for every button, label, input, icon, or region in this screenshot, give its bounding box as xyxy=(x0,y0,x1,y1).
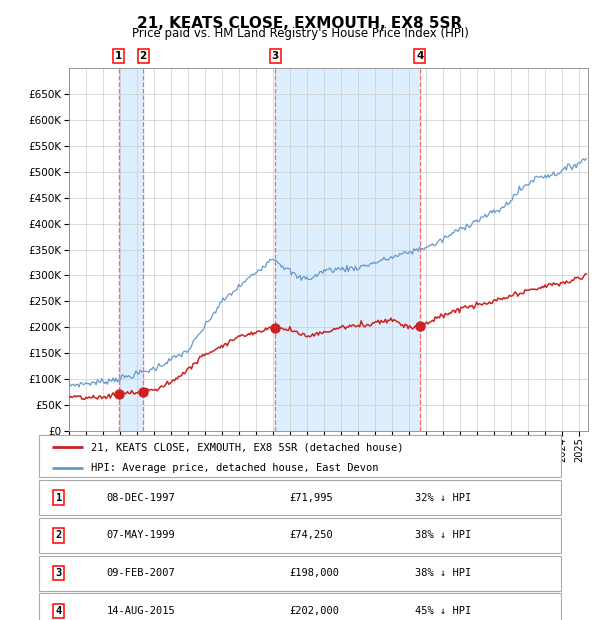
Text: 2: 2 xyxy=(139,51,146,61)
Text: 45% ↓ HPI: 45% ↓ HPI xyxy=(415,606,471,616)
Text: 38% ↓ HPI: 38% ↓ HPI xyxy=(415,568,471,578)
Text: 1: 1 xyxy=(56,492,62,503)
FancyBboxPatch shape xyxy=(39,435,561,477)
Text: £74,250: £74,250 xyxy=(290,530,334,541)
Text: Price paid vs. HM Land Registry's House Price Index (HPI): Price paid vs. HM Land Registry's House … xyxy=(131,27,469,40)
Text: 09-FEB-2007: 09-FEB-2007 xyxy=(107,568,176,578)
FancyBboxPatch shape xyxy=(39,593,561,620)
Text: 32% ↓ HPI: 32% ↓ HPI xyxy=(415,492,471,503)
Text: £71,995: £71,995 xyxy=(290,492,334,503)
Text: 4: 4 xyxy=(416,51,424,61)
Bar xyxy=(275,68,420,431)
Text: 3: 3 xyxy=(271,51,278,61)
Text: 14-AUG-2015: 14-AUG-2015 xyxy=(107,606,176,616)
FancyBboxPatch shape xyxy=(39,480,561,515)
Text: 08-DEC-1997: 08-DEC-1997 xyxy=(107,492,176,503)
Text: HPI: Average price, detached house, East Devon: HPI: Average price, detached house, East… xyxy=(91,463,379,473)
FancyBboxPatch shape xyxy=(39,556,561,591)
Text: 2: 2 xyxy=(56,530,62,541)
Text: 07-MAY-1999: 07-MAY-1999 xyxy=(107,530,176,541)
Text: 1: 1 xyxy=(115,51,122,61)
Text: £202,000: £202,000 xyxy=(290,606,340,616)
Text: 38% ↓ HPI: 38% ↓ HPI xyxy=(415,530,471,541)
Bar xyxy=(119,68,143,431)
FancyBboxPatch shape xyxy=(39,518,561,553)
Text: 3: 3 xyxy=(56,568,62,578)
Text: 21, KEATS CLOSE, EXMOUTH, EX8 5SR (detached house): 21, KEATS CLOSE, EXMOUTH, EX8 5SR (detac… xyxy=(91,442,404,452)
Text: £198,000: £198,000 xyxy=(290,568,340,578)
Text: 4: 4 xyxy=(56,606,62,616)
Text: 21, KEATS CLOSE, EXMOUTH, EX8 5SR: 21, KEATS CLOSE, EXMOUTH, EX8 5SR xyxy=(137,16,463,30)
